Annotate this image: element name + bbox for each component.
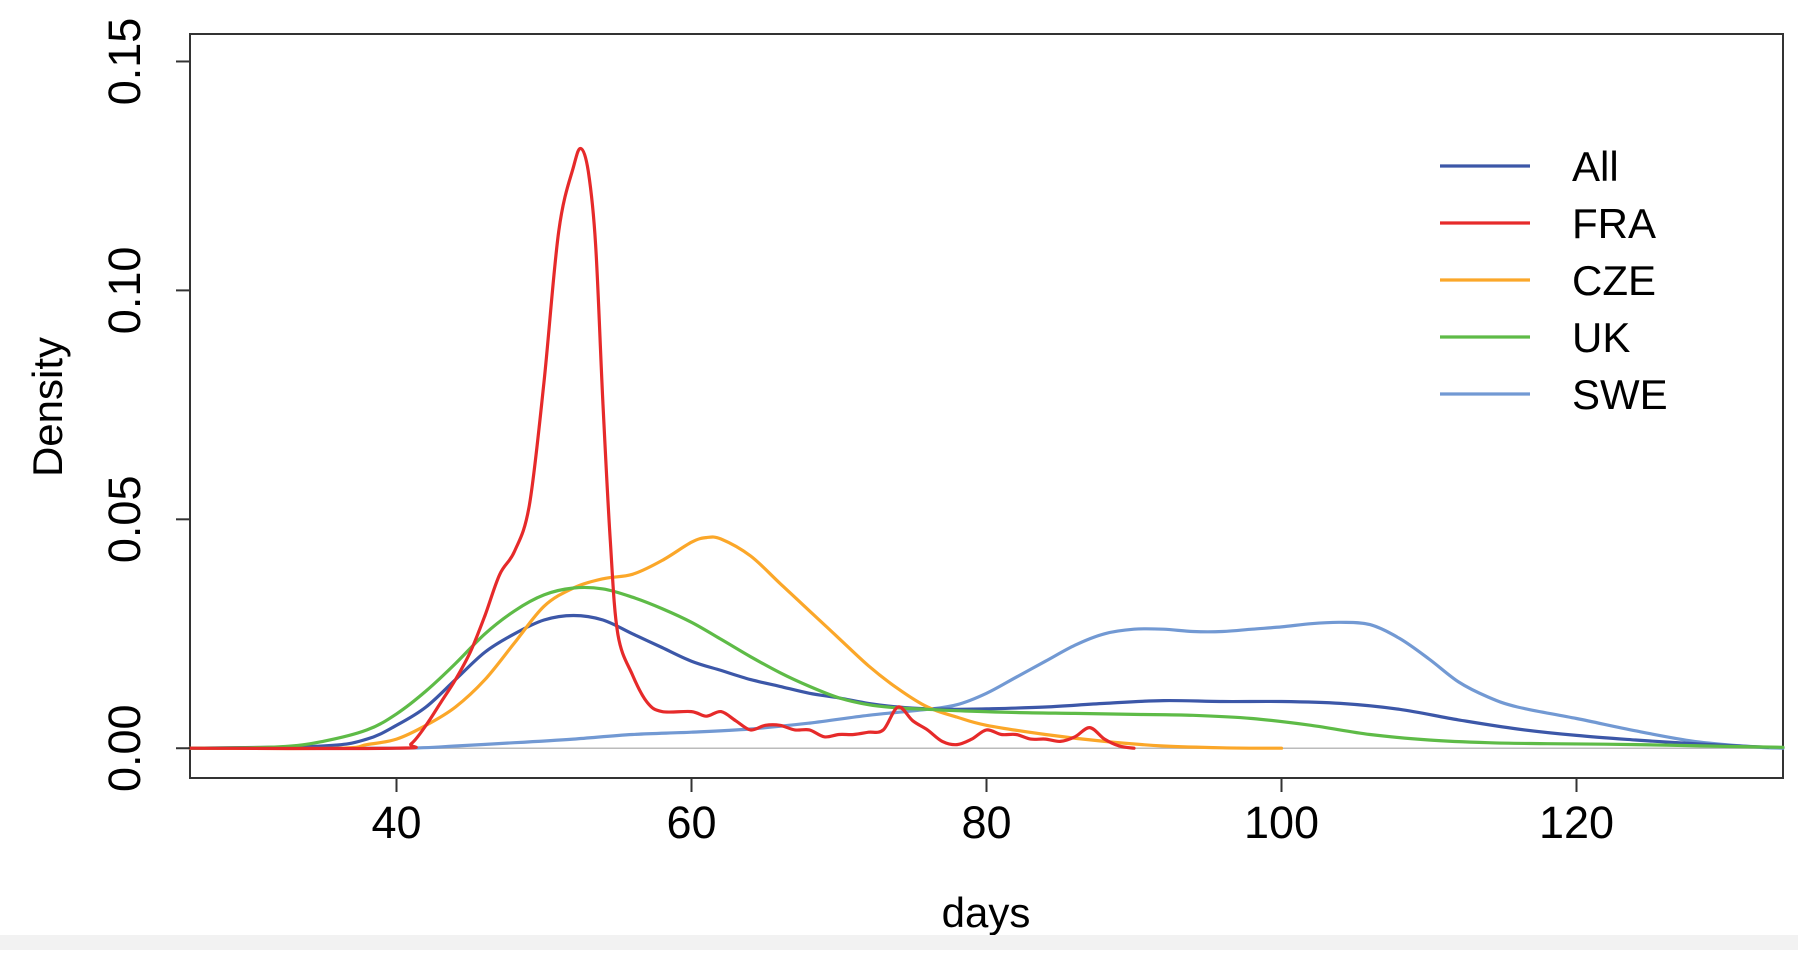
legend-label-all: All	[1572, 143, 1619, 190]
x-axis: 40 60 80 100 120	[371, 777, 1614, 848]
y-tick-label: 0.00	[99, 704, 150, 792]
legend-label-cze: CZE	[1572, 257, 1656, 304]
legend-label-uk: UK	[1572, 314, 1630, 361]
x-axis-title: days	[942, 889, 1031, 936]
x-tick-label: 40	[371, 797, 421, 848]
y-tick-label: 0.15	[99, 18, 150, 106]
bottom-strip	[0, 935, 1798, 950]
x-tick-label: 100	[1244, 797, 1319, 848]
series-line-uk	[188, 585, 1785, 750]
series-layer	[188, 146, 1785, 751]
y-tick-label: 0.05	[99, 476, 150, 564]
series-line-fra	[188, 146, 1136, 751]
x-tick-label: 120	[1539, 797, 1614, 848]
legend-label-swe: SWE	[1572, 371, 1668, 418]
legend: All FRA CZE UK SWE	[1440, 143, 1668, 418]
series-line-all	[188, 613, 1770, 750]
y-tick-label: 0.10	[99, 247, 150, 335]
y-axis: 0.00 0.05 0.10 0.15	[99, 18, 190, 792]
x-tick-label: 60	[666, 797, 716, 848]
x-tick-label: 80	[961, 797, 1011, 848]
plot-frame	[189, 33, 1784, 779]
y-axis-title: Density	[24, 337, 71, 477]
legend-label-fra: FRA	[1572, 200, 1656, 247]
series-line-swe	[188, 620, 1785, 750]
series-line-cze	[188, 535, 1284, 751]
